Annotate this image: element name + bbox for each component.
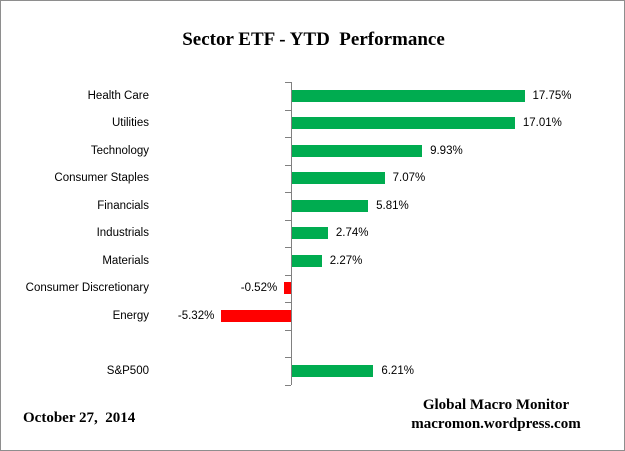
- value-label: -0.52%: [240, 282, 278, 295]
- negative-bar: [221, 309, 291, 322]
- bar-group: 2.74%: [292, 220, 369, 248]
- category-label: S&P500: [106, 364, 149, 377]
- bar-row: Materials 2.27%: [1, 247, 624, 275]
- category-label: Health Care: [87, 89, 149, 102]
- bar-group: 2.27%: [292, 247, 362, 275]
- axis-tick: [285, 302, 291, 303]
- category-label: Utilities: [111, 117, 149, 130]
- positive-bar: [292, 172, 385, 185]
- bar-row: Industrials 2.74%: [1, 220, 624, 248]
- positive-bar: [292, 364, 374, 377]
- bar-row: Health Care 17.75%: [1, 82, 624, 110]
- bar-row: Financials 5.81%: [1, 192, 624, 220]
- bar-row: Utilities 17.01%: [1, 110, 624, 138]
- category-label: [1, 330, 149, 358]
- chart-title: Sector ETF - YTD Performance: [182, 29, 445, 50]
- axis-tick: [285, 357, 291, 358]
- value-label: 5.81%: [376, 199, 409, 212]
- footer-date: October 27, 2014: [23, 410, 136, 426]
- bar-row: Energy -5.32%: [1, 302, 624, 330]
- bar-row: S&P500 6.21%: [1, 357, 624, 385]
- bar-group: 9.93%: [292, 137, 463, 165]
- axis-tick: [285, 137, 291, 138]
- positive-bar: [292, 117, 515, 130]
- bar-row: Consumer Discretionary -0.52%: [1, 275, 624, 303]
- axis-tick: [285, 384, 291, 386]
- axis-tick: [285, 329, 291, 331]
- bar-group: 5.81%: [292, 192, 409, 220]
- footer-credit-name: Global Macro Monitor: [422, 397, 570, 413]
- category-label: Consumer Discretionary: [25, 282, 149, 295]
- bar-row: Consumer Staples 7.07%: [1, 165, 624, 193]
- positive-bar: [292, 227, 328, 240]
- positive-bar: [292, 89, 525, 102]
- bar-group: -5.32%: [178, 302, 291, 330]
- bar-row: Technology 9.93%: [1, 137, 624, 165]
- bar-group: 7.07%: [292, 165, 425, 193]
- category-axis-line: [291, 82, 292, 385]
- axis-tick: [285, 247, 291, 248]
- value-label: -5.32%: [177, 309, 215, 322]
- axis-tick: [285, 82, 291, 83]
- value-label: 17.01%: [522, 117, 562, 130]
- bar-group: -0.52%: [241, 275, 291, 303]
- value-label: 9.93%: [430, 144, 463, 157]
- positive-bar: [292, 254, 322, 267]
- category-label: Industrials: [96, 227, 149, 240]
- category-label: Materials: [102, 254, 149, 267]
- positive-bar: [292, 199, 369, 212]
- value-label: 17.75%: [532, 89, 572, 102]
- axis-tick: [285, 164, 291, 166]
- axis-tick: [285, 109, 291, 111]
- positive-bar: [292, 144, 423, 157]
- category-label: Consumer Staples: [54, 172, 149, 185]
- category-label: Energy: [112, 309, 149, 322]
- category-label: Technology: [90, 144, 149, 157]
- negative-bar: [284, 282, 291, 295]
- value-label: 7.07%: [392, 172, 426, 185]
- axis-tick: [285, 192, 291, 193]
- value-label: 2.74%: [335, 227, 369, 240]
- axis-tick: [285, 219, 291, 221]
- axis-tick: [285, 274, 291, 276]
- footer-credit: Global Macro Monitor macromon.wordpress.…: [371, 396, 621, 434]
- bar-row: [1, 330, 624, 358]
- value-label: 6.21%: [381, 364, 414, 377]
- footer-credit-url: macromon.wordpress.com: [411, 416, 581, 432]
- bar-group: 17.75%: [292, 82, 572, 110]
- bar-group: 17.01%: [292, 110, 562, 138]
- bar-group: 6.21%: [292, 357, 414, 385]
- value-label: 2.27%: [329, 254, 363, 267]
- category-label: Financials: [97, 199, 149, 212]
